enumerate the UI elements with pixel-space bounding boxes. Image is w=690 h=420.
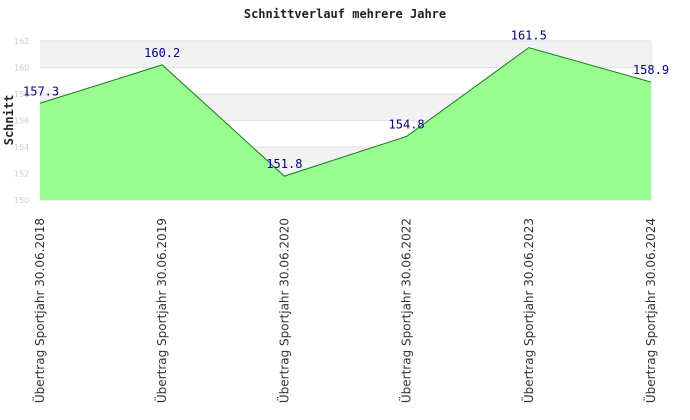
x-tick-label: Übertrag Sportjahr 30.06.2020 [275,218,291,403]
data-label: 157.3 [23,84,59,98]
y-tick-label: 154 [14,143,29,152]
y-tick-labels: 150 152 154 156 158 160 162 [14,37,29,205]
series-area [40,47,651,200]
x-tick-label: Übertrag Sportjahr 30.06.2023 [520,218,536,403]
y-tick-label: 162 [14,37,29,46]
y-tick-label: 156 [14,117,29,126]
y-tick-label: 158 [14,90,29,99]
x-tick-label: Übertrag Sportjahr 30.06.2018 [31,218,47,403]
series-line [39,47,652,177]
data-label: 160.2 [144,46,180,60]
x-tick-labels: Übertrag Sportjahr 30.06.2018 Übertrag Sp… [31,218,658,403]
y-tick-label: 160 [14,64,29,73]
data-label: 161.5 [511,29,547,43]
x-tick-label: Übertrag Sportjahr 30.06.2019 [153,218,169,403]
x-tick-label: Übertrag Sportjahr 30.06.2022 [398,218,414,403]
x-tick-label: Übertrag Sportjahr 30.06.2024 [642,218,658,403]
chart-title: Schnittverlauf mehrere Jahre [244,7,446,21]
data-area [39,47,652,200]
data-labels: 157.3 160.2 151.8 154.8 161.5 158.9 [23,29,669,172]
data-label: 151.8 [266,157,302,171]
data-label: 154.8 [389,117,425,131]
y-tick-label: 152 [14,170,29,179]
y-tick-label: 150 [14,196,29,205]
y-axis-label: Schnitt [2,95,16,146]
data-label: 158.9 [633,63,669,77]
